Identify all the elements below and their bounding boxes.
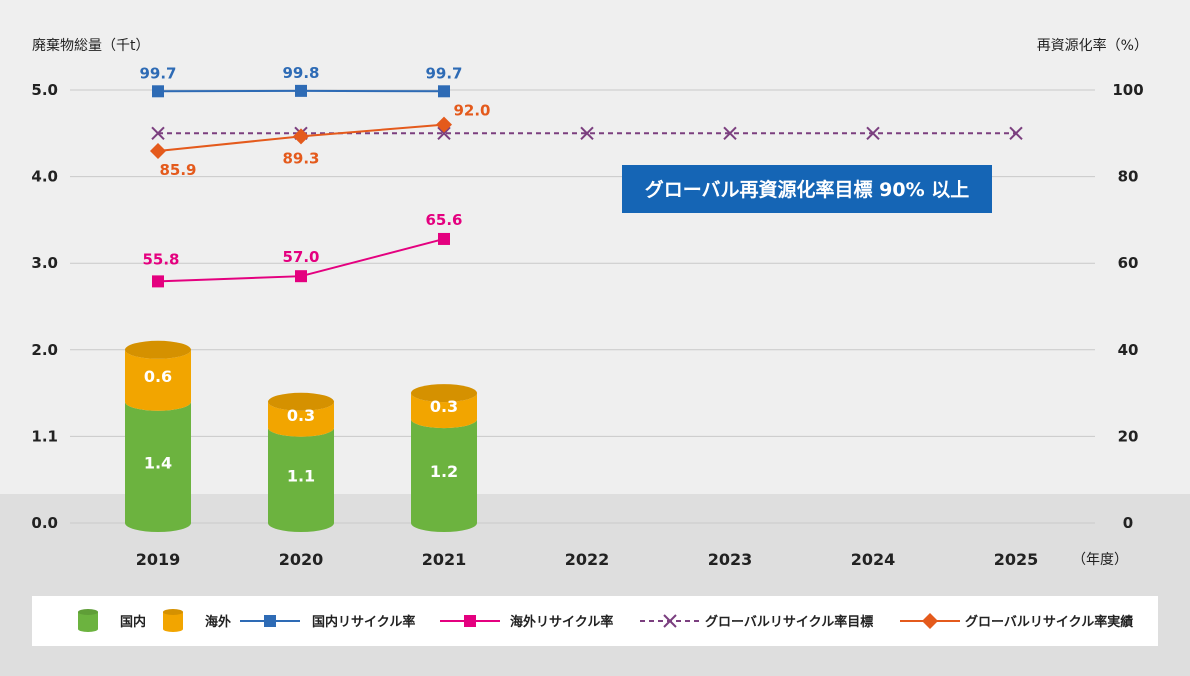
bar-segment <box>268 401 334 437</box>
legend-x-marker <box>663 614 677 628</box>
bar-value-label: 0.3 <box>287 406 315 425</box>
data-point-label: 55.8 <box>142 250 179 268</box>
right-tick-label: 20 <box>1118 427 1139 445</box>
bar-segment <box>411 393 477 429</box>
right-tick-label: 100 <box>1112 81 1143 99</box>
x-tick-label: 2024 <box>851 550 896 569</box>
legend-label: 海外 <box>205 614 231 630</box>
data-point-label: 99.8 <box>282 64 319 82</box>
data-point-label: 57.0 <box>282 248 319 266</box>
legend-label: グローバルリサイクル率実績 <box>965 614 1133 630</box>
bar-value-label: 1.1 <box>287 466 315 485</box>
bar-segment <box>411 419 477 532</box>
diamond-marker <box>150 143 166 160</box>
square-marker <box>438 85 450 98</box>
left-tick-label: 0.0 <box>31 514 58 532</box>
legend-swatch-top <box>163 609 183 615</box>
right-axis-title: 再資源化率（%） <box>1037 37 1148 54</box>
data-point-label: 85.9 <box>159 161 196 179</box>
bar-value-label: 1.2 <box>430 462 458 481</box>
x-tick-label: 2022 <box>565 550 610 569</box>
square-marker <box>152 275 164 288</box>
square-marker <box>295 84 307 97</box>
legend-swatch <box>78 612 98 632</box>
legend-square-marker <box>464 615 476 627</box>
x-tick-label: 2019 <box>136 550 181 569</box>
target-banner-text: グローバル再資源化率目標 90% 以上 <box>645 178 970 201</box>
bar-value-label: 1.4 <box>144 453 172 472</box>
data-point-label: 99.7 <box>425 64 462 82</box>
legend-label: 国内 <box>120 614 146 630</box>
legend-box <box>32 596 1158 646</box>
legend-label: 国内リサイクル率 <box>312 614 415 630</box>
x-tick-label: 2021 <box>422 550 467 569</box>
left-axis-title: 廃棄物総量（千t） <box>32 37 150 54</box>
x-marker <box>580 126 594 141</box>
x-marker <box>723 126 737 141</box>
bar-segment <box>125 401 191 532</box>
x-tick-label: 2025 <box>994 550 1039 569</box>
bar-segment <box>268 427 334 532</box>
legend-swatch-top <box>78 609 98 615</box>
bar-value-label: 0.6 <box>144 367 172 386</box>
legend-square-marker <box>264 615 276 627</box>
left-tick-label: 1.1 <box>31 427 58 445</box>
left-tick-label: 5.0 <box>31 81 58 99</box>
x-tick-label: 2020 <box>279 550 324 569</box>
legend-label: 海外リサイクル率 <box>510 614 613 630</box>
right-tick-label: 60 <box>1118 254 1139 272</box>
data-point-label: 89.3 <box>282 149 319 167</box>
bar-value-label: 0.3 <box>430 397 458 416</box>
bar-top <box>268 392 334 411</box>
right-tick-label: 40 <box>1118 341 1139 359</box>
square-marker <box>438 232 450 245</box>
x-marker <box>1009 126 1023 141</box>
data-point-label: 65.6 <box>425 211 462 229</box>
x-axis-unit: （年度） <box>1072 552 1128 568</box>
x-marker <box>866 126 880 141</box>
data-point-label: 92.0 <box>453 102 490 120</box>
legend-label: グローバルリサイクル率目標 <box>705 614 873 630</box>
right-tick-label: 0 <box>1123 514 1133 532</box>
legend-swatch <box>163 612 183 632</box>
x-tick-label: 2023 <box>708 550 753 569</box>
right-tick-label: 80 <box>1118 168 1139 186</box>
left-tick-label: 2.0 <box>31 341 58 359</box>
target-banner <box>622 165 992 213</box>
x-marker <box>151 126 165 141</box>
legend-diamond-marker <box>922 613 938 629</box>
x-marker <box>437 126 451 141</box>
left-tick-label: 4.0 <box>31 168 58 186</box>
bar-top <box>125 340 191 359</box>
diamond-marker <box>293 128 309 145</box>
bar-top <box>411 384 477 403</box>
left-tick-label: 3.0 <box>31 254 58 272</box>
square-marker <box>152 85 164 98</box>
diamond-marker <box>436 116 452 133</box>
square-marker <box>295 270 307 283</box>
data-point-label: 99.7 <box>139 64 176 82</box>
bar-segment <box>125 349 191 411</box>
